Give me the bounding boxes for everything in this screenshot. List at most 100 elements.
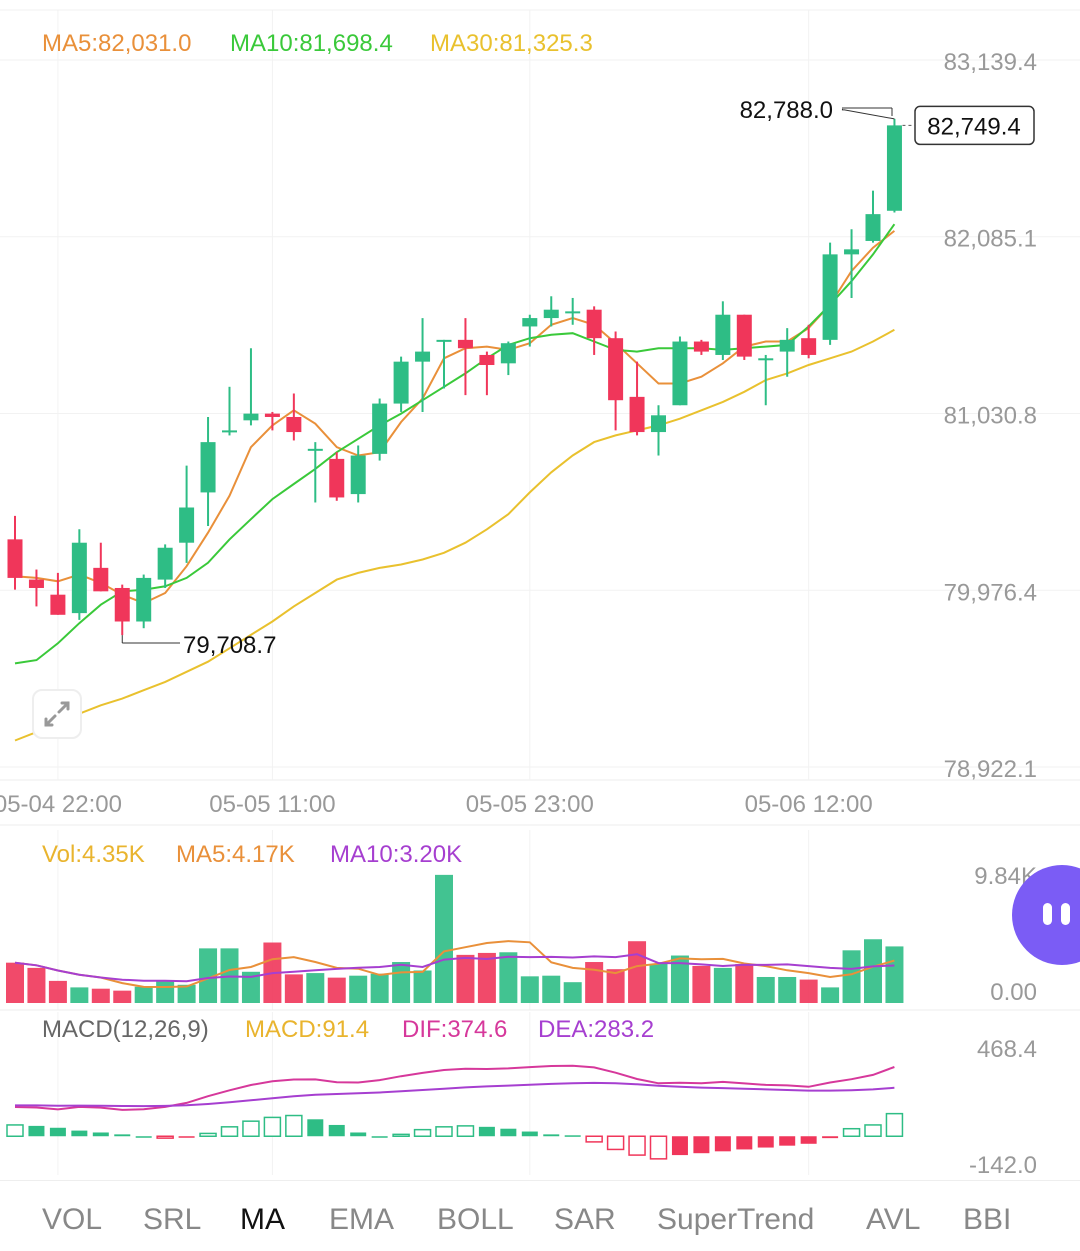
- volume-bar: [864, 939, 882, 1003]
- candle-body: [393, 361, 409, 404]
- candle-body: [629, 396, 645, 433]
- macd-legend-item: MACD:91.4: [245, 1016, 369, 1043]
- volume-bar: [392, 962, 411, 1003]
- volume-bar: [113, 990, 132, 1003]
- tab-vol[interactable]: VOL: [42, 1203, 103, 1236]
- price-legend-item: MA10:81,698.4: [230, 30, 393, 57]
- last-price-tag: [914, 105, 1035, 146]
- macd-histogram-bar: [71, 1130, 88, 1137]
- time-axis-label: 05-04 22:00: [0, 791, 122, 818]
- volume-legend-item: MA5:4.17K: [176, 841, 295, 868]
- macd-histogram-bar: [500, 1128, 517, 1137]
- macd-histogram-bar: [6, 1124, 24, 1137]
- macd-histogram-bar: [628, 1135, 646, 1156]
- indicator-tab-bar: VOL SRL MA EMA BOLL SAR SuperTrend AVL B…: [0, 1180, 1080, 1251]
- macd-axis-min: -142.0: [969, 1152, 1037, 1179]
- tab-supertrend[interactable]: SuperTrend: [657, 1203, 815, 1236]
- volume-bar: [563, 982, 582, 1003]
- candle-body: [222, 430, 237, 433]
- price-axis-label: 82,085.1: [944, 226, 1037, 253]
- tab-ma[interactable]: MA: [240, 1203, 285, 1236]
- volume-bar: [799, 979, 818, 1003]
- candle-body: [822, 254, 838, 340]
- macd-legend-item: DEA:283.2: [538, 1016, 654, 1043]
- volume-bar: [649, 963, 668, 1003]
- macd-histogram-bar: [371, 1136, 388, 1138]
- macd-histogram-bar: [585, 1135, 603, 1143]
- volume-bar: [156, 981, 175, 1003]
- volume-bar: [413, 970, 432, 1003]
- macd-histogram-bar: [263, 1116, 282, 1137]
- macd-histogram-bar: [307, 1119, 324, 1137]
- volume-bar: [456, 954, 475, 1003]
- time-axis-label: 05-05 11:00: [209, 791, 335, 818]
- candle-body: [672, 341, 688, 406]
- volume-bar: [477, 952, 496, 1003]
- candle-body: [286, 416, 302, 433]
- candle-body: [758, 358, 774, 361]
- macd-histogram-bar: [736, 1136, 753, 1150]
- expand-icon: [44, 701, 70, 727]
- volume-bar: [370, 973, 389, 1003]
- volume-bar: [27, 967, 46, 1003]
- macd-histogram-bar: [350, 1132, 367, 1137]
- macd-legend-item: DIF:374.6: [402, 1016, 507, 1043]
- candle-body: [179, 507, 195, 543]
- volume-axis-min: 0.00: [990, 979, 1037, 1006]
- time-axis-label: 05-06 12:00: [745, 791, 873, 818]
- candle-body: [7, 539, 23, 578]
- macd-histogram-bar: [779, 1136, 796, 1146]
- volume-bar: [542, 975, 561, 1003]
- macd-histogram-bar: [456, 1125, 475, 1137]
- candle-body: [264, 413, 280, 417]
- last-price-label: 82,749.4: [927, 113, 1020, 140]
- volume-ma10-line: [14, 953, 895, 983]
- volume-bar: [349, 975, 368, 1003]
- volume-bar: [842, 950, 861, 1003]
- macd-histogram-bar: [564, 1135, 581, 1137]
- time-axis-label: 05-05 23:00: [466, 791, 594, 818]
- candle-body: [543, 309, 559, 319]
- expand-button[interactable]: [32, 689, 82, 739]
- assistant-button[interactable]: [1012, 865, 1080, 965]
- tab-srl[interactable]: SRL: [143, 1203, 202, 1236]
- volume-bar: [306, 973, 325, 1003]
- macd-histogram-bar: [606, 1135, 625, 1151]
- high-price-label: 82,788.0: [740, 97, 833, 124]
- tab-sar[interactable]: SAR: [554, 1203, 616, 1236]
- macd-dea-line: [15, 1081, 895, 1108]
- candle-body: [50, 594, 66, 615]
- tab-ema[interactable]: EMA: [329, 1203, 395, 1236]
- macd-histogram-bar: [156, 1135, 174, 1139]
- volume-legend-item: Vol:4.35K: [42, 841, 145, 868]
- low-price-label: 79,708.7: [183, 632, 276, 659]
- tab-bbi[interactable]: BBI: [963, 1203, 1012, 1236]
- macd-histogram-bar: [800, 1136, 817, 1144]
- candle-body: [736, 314, 752, 357]
- tab-avl[interactable]: AVL: [866, 1203, 921, 1236]
- macd-histogram-bar: [693, 1136, 710, 1154]
- macd-histogram-bar: [413, 1128, 432, 1137]
- price-legend-item: MA30:81,325.3: [430, 30, 593, 57]
- volume-bar: [821, 987, 840, 1003]
- volume-bar: [756, 976, 775, 1003]
- candle-body: [479, 354, 495, 366]
- macd-histogram-bar: [671, 1136, 688, 1156]
- candle-body: [693, 341, 709, 352]
- volume-bar: [713, 967, 732, 1003]
- macd-histogram-bar: [435, 1126, 453, 1137]
- macd-histogram-bar: [285, 1114, 303, 1137]
- macd-histogram-bar: [757, 1136, 774, 1148]
- price-axis-label: 81,030.8: [944, 402, 1037, 429]
- candle-body: [457, 339, 473, 349]
- macd-histogram-bar: [714, 1136, 731, 1152]
- chart-canvas: 83,139.4 82,085.1 81,030.8 79,976.4 78,922.1…: [0, 9, 1080, 1179]
- macd-histogram-bar: [885, 1112, 904, 1137]
- macd-histogram-bar: [649, 1135, 668, 1160]
- price-legend-item: MA5:82,031.0: [42, 30, 191, 57]
- candle-body: [28, 579, 44, 588]
- macd-histogram-bar: [521, 1131, 538, 1137]
- volume-bar: [327, 977, 346, 1003]
- tab-boll[interactable]: BOLL: [437, 1203, 514, 1236]
- price-axis-label: 78,922.1: [944, 756, 1037, 783]
